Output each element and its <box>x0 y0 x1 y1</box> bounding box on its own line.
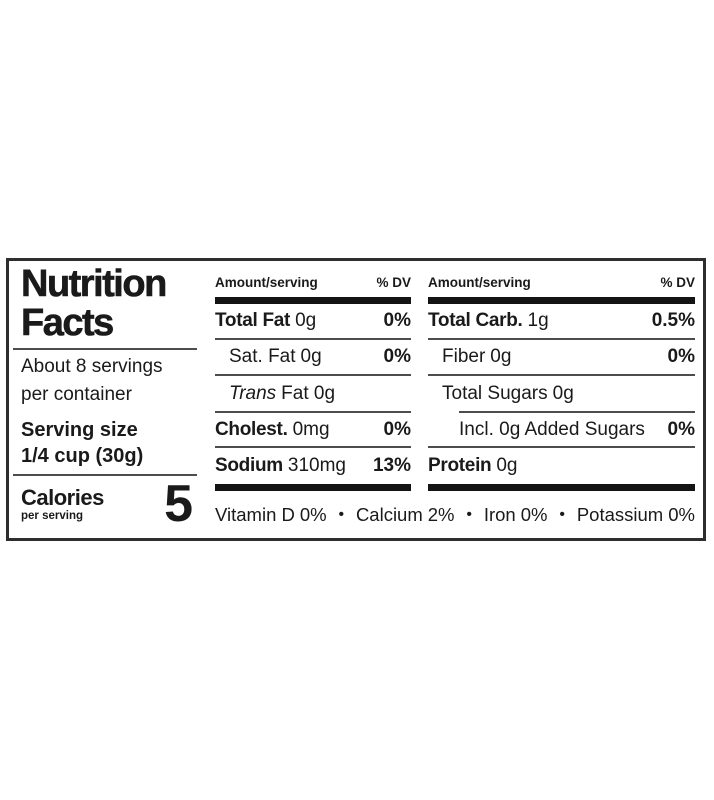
bullet-separator: • <box>559 506 565 523</box>
percent-dv-header: % DV <box>660 274 695 290</box>
nutrient-column-left: Amount/serving % DV Total Fat 0g 0% Sat. … <box>215 261 411 491</box>
thick-bar <box>428 297 695 304</box>
micronutrient-value: 0% <box>299 504 327 525</box>
nutrient-amount: 310mg <box>287 455 346 476</box>
row-cholesterol: Cholest. 0mg 0% <box>215 413 411 446</box>
nutrient-amount: 0g <box>552 382 574 404</box>
nutrient-dv: 0.5% <box>651 310 695 331</box>
row-total-sugars: Total Sugars 0g <box>428 376 695 411</box>
calories-divider <box>13 474 197 476</box>
micronutrient-value: 0% <box>520 504 548 525</box>
nutrient-amount: 0g <box>490 346 512 367</box>
serving-size: Serving size 1/4 cup (30g) <box>21 417 143 469</box>
row-divider <box>215 446 411 448</box>
nutrient-column-right: Amount/serving % DV Total Carb. 1g 0.5% F… <box>428 261 695 491</box>
micronutrient-name: Potassium <box>576 504 664 525</box>
column-header: Amount/serving % DV <box>428 274 695 290</box>
micronutrient-iron: Iron 0% <box>484 504 548 526</box>
micronutrient-name: Calcium <box>355 504 423 525</box>
nutrient-name: Total Sugars <box>442 382 548 404</box>
nutrient-dv: 0% <box>667 346 695 367</box>
calories-value: 5 <box>164 475 193 533</box>
micronutrient-potassium: Potassium 0% <box>577 504 695 526</box>
micronutrient-row: Vitamin D 0% • Calcium 2% • Iron 0% • Potas… <box>215 504 695 526</box>
nutrient-name: Incl. 0g Added Sugars <box>459 418 645 440</box>
row-total-fat: Total Fat 0g 0% <box>215 304 411 338</box>
micronutrient-name: Vitamin D <box>215 504 295 525</box>
row-added-sugars: Incl. 0g Added Sugars 0% <box>428 413 695 446</box>
row-divider <box>215 338 411 340</box>
row-sat-fat: Sat. Fat 0g 0% <box>215 340 411 374</box>
row-divider <box>215 374 411 376</box>
nutrient-name: Total Fat <box>215 310 291 331</box>
row-protein: Protein 0g <box>428 448 695 484</box>
row-total-carb: Total Carb. 1g 0.5% <box>428 304 695 338</box>
micronutrient-calcium: Calcium 2% <box>356 504 455 526</box>
nutrient-name: Total Carb. <box>428 310 523 331</box>
nutrient-name: Sat. Fat <box>229 346 296 367</box>
nutrient-name: Protein <box>428 455 492 476</box>
calories-sublabel: per serving <box>21 510 83 522</box>
thick-bar <box>428 484 695 491</box>
nutrient-amount: Fat 0g <box>281 382 336 404</box>
servings-line1: About 8 servings <box>21 356 163 377</box>
micronutrient-name: Iron <box>483 504 516 525</box>
title-divider <box>13 348 197 350</box>
micronutrient-vitamin-d: Vitamin D 0% <box>215 504 327 526</box>
amount-serving-header: Amount/serving <box>215 274 318 290</box>
bullet-separator: • <box>338 506 345 523</box>
micronutrient-value: 2% <box>427 504 455 525</box>
serving-size-value: 1/4 cup (30g) <box>21 445 144 467</box>
row-sodium: Sodium 310mg 13% <box>215 448 411 484</box>
percent-dv-header: % DV <box>376 274 411 290</box>
micronutrient-value: 0% <box>668 504 695 525</box>
label-title: Nutrition Facts <box>21 263 168 344</box>
nutrient-amount: 0g <box>496 455 518 476</box>
row-divider <box>215 411 411 413</box>
column-header: Amount/serving % DV <box>215 274 411 290</box>
amount-serving-header: Amount/serving <box>428 274 531 290</box>
nutrient-name: Cholest. <box>215 418 288 440</box>
serving-size-label: Serving size <box>21 419 138 441</box>
thick-bar <box>215 297 411 304</box>
nutrient-name: Fiber <box>442 346 486 367</box>
nutrient-dv: 0% <box>383 310 411 331</box>
nutrition-facts-label: Nutrition Facts About 8 servings per con… <box>6 258 706 541</box>
nutrient-name: Trans <box>229 382 277 404</box>
row-divider <box>428 338 695 340</box>
row-divider <box>428 374 695 376</box>
nutrient-dv: 0% <box>383 418 411 440</box>
thick-bar <box>215 484 411 491</box>
servings-per-container: About 8 servings per container <box>21 353 163 409</box>
nutrient-dv: 0% <box>383 346 411 367</box>
nutrient-amount: 0g <box>300 346 322 367</box>
nutrient-amount: 1g <box>527 310 549 331</box>
nutrient-amount: 0mg <box>292 418 330 440</box>
bullet-separator: • <box>466 506 472 523</box>
nutrient-name: Sodium <box>215 455 283 476</box>
label-title-line2: Facts <box>21 302 115 344</box>
servings-line2: per container <box>21 384 132 405</box>
calories-label: Calories <box>21 485 104 510</box>
nutrient-dv: 0% <box>667 418 695 440</box>
row-divider <box>428 446 695 448</box>
nutrient-dv: 13% <box>372 455 411 476</box>
nutrient-amount: 0g <box>295 310 317 331</box>
row-trans-fat: Trans Fat 0g <box>215 376 411 411</box>
row-fiber: Fiber 0g 0% <box>428 340 695 374</box>
row-divider-indented <box>459 411 695 413</box>
label-title-line1: Nutrition <box>21 263 168 305</box>
